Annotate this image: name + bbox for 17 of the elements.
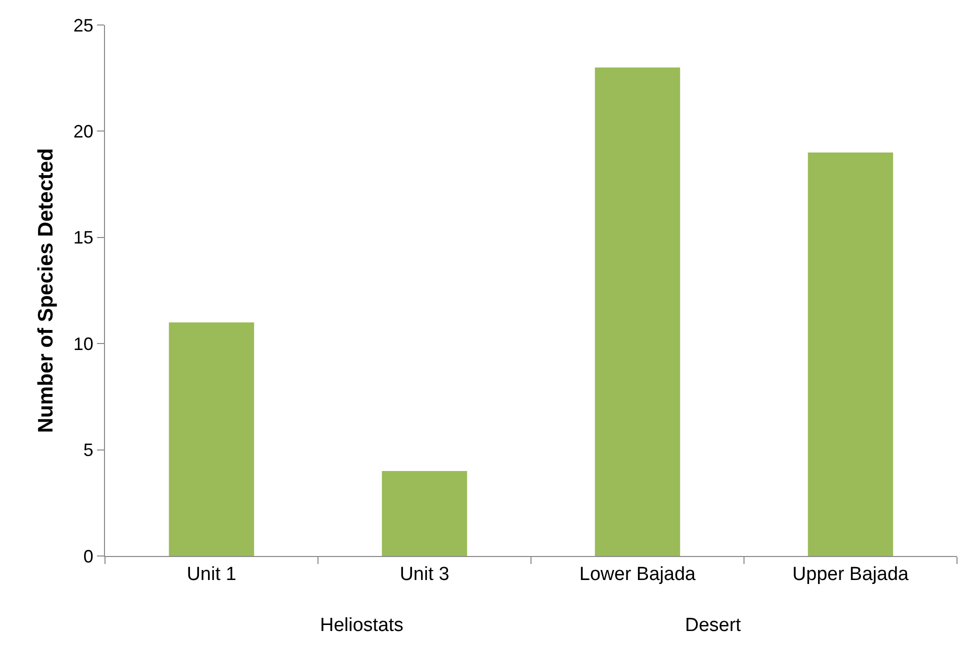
y-tick-label: 20 xyxy=(73,122,94,142)
y-tick-label: 5 xyxy=(83,440,94,460)
bar xyxy=(168,322,254,556)
y-tick-label: 25 xyxy=(73,15,94,36)
bar xyxy=(594,67,680,556)
x-tick-label: Unit 3 xyxy=(400,564,450,585)
y-tick-label: 10 xyxy=(73,334,94,354)
bar xyxy=(382,471,468,556)
x-tick-label: Unit 1 xyxy=(186,564,236,585)
y-axis-title: Number of Species Detected xyxy=(34,148,58,433)
y-tick-label: 0 xyxy=(83,546,94,566)
x-tick-label: Lower Bajada xyxy=(579,564,696,585)
text: Heliostats xyxy=(320,615,404,636)
x-tick-label: Upper Bajada xyxy=(792,564,910,585)
text: Desert xyxy=(685,615,742,636)
bar xyxy=(808,152,894,556)
y-tick-label: 15 xyxy=(73,228,94,248)
